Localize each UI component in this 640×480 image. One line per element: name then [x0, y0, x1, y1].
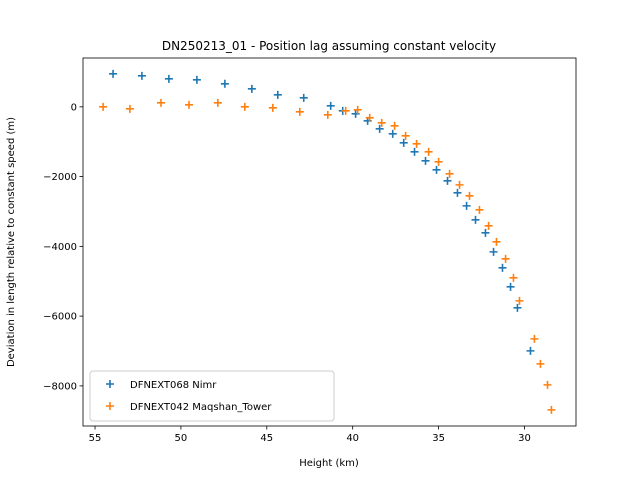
- point: [481, 228, 490, 237]
- point: [399, 138, 408, 147]
- plot-frame: [82, 57, 577, 427]
- point: [341, 106, 350, 115]
- point: [247, 84, 256, 93]
- y-tick-label: −6000: [43, 312, 77, 323]
- x-tick-label: 55: [89, 433, 102, 444]
- point: [462, 201, 471, 210]
- point: [156, 98, 165, 107]
- point: [412, 139, 421, 148]
- point: [295, 107, 304, 116]
- point: [424, 147, 433, 156]
- point: [421, 156, 430, 165]
- x-tick-label: 50: [175, 433, 188, 444]
- point: [365, 113, 374, 122]
- point: [445, 169, 454, 178]
- point: [475, 205, 484, 214]
- point: [401, 131, 410, 140]
- point: [326, 101, 335, 110]
- point: [443, 176, 452, 185]
- x-tick-label: 45: [260, 433, 273, 444]
- point: [543, 380, 552, 389]
- point: [273, 90, 282, 99]
- point: [220, 79, 229, 88]
- legend-label: DFNEXT068 Nimr: [130, 380, 217, 391]
- point: [353, 105, 362, 114]
- y-tick-label: −4000: [43, 242, 77, 253]
- y-tick-label: −8000: [43, 381, 77, 392]
- x-tick-label: 40: [346, 433, 359, 444]
- point: [192, 75, 201, 84]
- point: [489, 247, 498, 256]
- point: [453, 188, 462, 197]
- x-tick-label: 30: [518, 433, 531, 444]
- x-axis-label: Height (km): [299, 458, 359, 469]
- point: [351, 109, 360, 118]
- point: [471, 215, 480, 224]
- point: [526, 346, 535, 355]
- chart-title: DN250213_01 - Position lag assuming cons…: [162, 39, 496, 53]
- legend-marker: [106, 402, 114, 410]
- point: [432, 165, 441, 174]
- point: [410, 147, 419, 156]
- point: [164, 74, 173, 83]
- point: [492, 237, 501, 246]
- y-axis-label: Deviation in length relative to constant…: [6, 117, 17, 367]
- point: [455, 180, 464, 189]
- point: [506, 282, 515, 291]
- point: [498, 263, 507, 272]
- point: [109, 69, 118, 78]
- legend-marker: [106, 380, 114, 388]
- point: [509, 273, 518, 282]
- point: [547, 405, 556, 414]
- x-tick-label: 35: [432, 433, 445, 444]
- point: [299, 93, 308, 102]
- y-tick-label: −2000: [43, 172, 77, 183]
- point: [513, 303, 522, 312]
- point: [240, 102, 249, 111]
- point: [515, 296, 524, 305]
- point: [99, 102, 108, 111]
- point: [530, 334, 539, 343]
- point: [375, 124, 384, 133]
- point: [536, 359, 545, 368]
- point: [125, 104, 134, 113]
- point: [268, 103, 277, 112]
- point: [377, 118, 386, 127]
- point: [465, 191, 474, 200]
- legend-box: [89, 370, 335, 422]
- point: [323, 110, 332, 119]
- point: [484, 221, 493, 230]
- point: [213, 98, 222, 107]
- point: [434, 157, 443, 166]
- point: [184, 100, 193, 109]
- point: [388, 129, 397, 138]
- point: [501, 254, 510, 263]
- y-tick-label: 0: [71, 102, 77, 113]
- point: [390, 121, 399, 130]
- point: [137, 71, 146, 80]
- legend-label: DFNEXT042 Maqshan_Tower: [130, 402, 272, 413]
